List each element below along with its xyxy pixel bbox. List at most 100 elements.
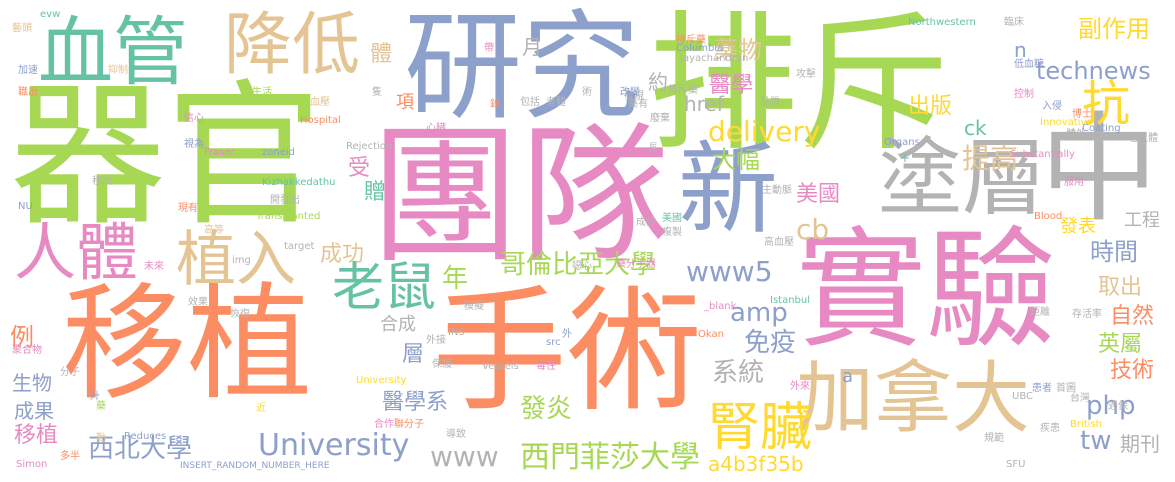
word-small-54: 距離 (1030, 307, 1050, 318)
word-small-23: 導致 (446, 429, 466, 440)
word-evw: evw (40, 9, 61, 20)
word-cb: cb (796, 213, 830, 246)
word-yizhi-large: 移植 (62, 272, 312, 417)
word-ck: ck (964, 116, 987, 140)
word-small-13: 高等 (204, 225, 224, 236)
word-quchu: 取出 (1098, 275, 1143, 300)
word-northwestern: Northwestern (908, 17, 976, 28)
word-small-10: 移出 (92, 176, 112, 187)
word-xin: 新 (678, 131, 778, 248)
word-plus: + (900, 151, 911, 165)
word-tuceng: 塗層 (878, 129, 1047, 227)
word-small-4: 抑制 (108, 65, 128, 76)
word-blood: Blood (1034, 211, 1063, 222)
word-simon: Simon (16, 459, 48, 470)
word-www5: www5 (686, 255, 773, 288)
word-transplanted: Transplanted (256, 211, 321, 222)
word-small-40: 控制 (1014, 89, 1034, 100)
word-small-69: 近 (256, 403, 266, 414)
word-small-16: 恢復 (230, 309, 250, 320)
word-fraser: Fraser (204, 147, 235, 158)
word-small-45: 術 (582, 87, 592, 98)
word-hecheng: 合成 (380, 314, 416, 335)
word-xitong: 系統 (712, 358, 765, 388)
word-shenzang: 腎臟 (708, 398, 813, 458)
word-small-29: 噁心 (572, 261, 592, 272)
word-php: php (1086, 391, 1136, 421)
word-substantially: Substantially (1010, 149, 1075, 160)
word-small-68: 藥 (96, 401, 106, 412)
word-ubc: UBC (1012, 391, 1033, 402)
word-tw: tw (1080, 426, 1112, 456)
word-small-32: 美國 (662, 213, 682, 224)
word-coating: Coating (1082, 123, 1121, 134)
word-small-2: 加速 (18, 65, 38, 76)
word-amp: amp (730, 298, 788, 328)
word-zeng: 贈 (364, 180, 387, 205)
word-ceng: 層 (402, 342, 425, 367)
word-small-7: 隻 (372, 87, 382, 98)
word-small-21: 合作 (374, 419, 394, 430)
word-small-41: 入侵 (1042, 101, 1062, 112)
word-sfu: SFU (1006, 459, 1026, 470)
word-ximenfeisha: 西門菲莎大學 (520, 440, 700, 475)
word-shengwu: 生物 (12, 371, 52, 395)
word-small-22: 聯分子 (394, 419, 424, 430)
word-shoushu: 手術 (432, 273, 702, 430)
word-small-67: 排斥藥 (676, 35, 706, 46)
word-small-37: 臨床 (1004, 17, 1024, 28)
word-small-24: 保護 (432, 359, 452, 370)
word-small-30: 藥分子器 (616, 259, 656, 270)
word-shou: 受 (348, 156, 371, 181)
word-small-57: 規範 (984, 433, 1004, 444)
word-small-70: 勤 (96, 433, 106, 444)
word-small-59: 疾患 (1040, 423, 1060, 434)
word-chenggong: 成功 (320, 242, 365, 267)
word-british: British (1070, 419, 1102, 430)
word-small-43: 包括 (520, 97, 540, 108)
word-small-46: 心臟 (426, 123, 446, 134)
word-small-36: 排斥藥 (668, 85, 698, 96)
word-small-31: 成分 (636, 217, 656, 228)
word-small-39: 博士 (1072, 109, 1092, 120)
word-columbia: Columbia (676, 43, 724, 54)
word-technews: technews (1036, 57, 1151, 85)
word-reduces: Reduces (124, 431, 167, 442)
word-small-12: 現有 (178, 203, 198, 214)
word-small-66: 錄 (490, 99, 500, 110)
word-img: img (232, 255, 251, 266)
word-target: target (284, 241, 315, 252)
word-renti: 人體 (14, 216, 139, 289)
word-university-large: University (258, 428, 410, 463)
word-yixue: 醫學 (709, 73, 754, 98)
word-laoshu: 老鼠 (332, 258, 437, 318)
word-small-1: 藝頭 (12, 23, 32, 34)
word-a4b3f35b: a4b3f35b (708, 452, 804, 476)
word-shijian: 時間 (1090, 238, 1138, 266)
word-small-65: 帶 (484, 43, 494, 54)
word-chuban: 出版 (908, 94, 953, 119)
word-paichi: 排斥 (648, 0, 949, 172)
word-small-60: 首圖 (1056, 383, 1076, 394)
word-yanjiu: 研究 (404, 0, 641, 136)
word-gongcheng: 工程 (1124, 210, 1160, 231)
word-small-33: 複製 (662, 227, 682, 238)
word-yue: 月 (522, 35, 542, 59)
word-small-34: 主動脈 (762, 185, 792, 196)
word-www: www (430, 440, 499, 473)
word-ins: INS (448, 327, 465, 338)
word-delivery: delivery (708, 115, 821, 148)
word-tuandui: 團隊 (370, 110, 671, 284)
word-zhong: 中 (1040, 100, 1159, 238)
word-xueguan: 血管 (38, 8, 189, 96)
word-small-18: 分子 (60, 367, 80, 378)
word-dafu: 大幅 (712, 146, 760, 174)
word-small-55: 台灣 (1070, 393, 1090, 404)
word-small-63: 品質 (760, 97, 780, 108)
word-small-20: 多半 (60, 451, 80, 462)
word-href: href (684, 92, 724, 116)
word-small-15: 效果 (188, 297, 208, 308)
word-vessels: Vessels (482, 361, 519, 372)
word-fuzuoyong: 副作用 (1078, 15, 1150, 43)
